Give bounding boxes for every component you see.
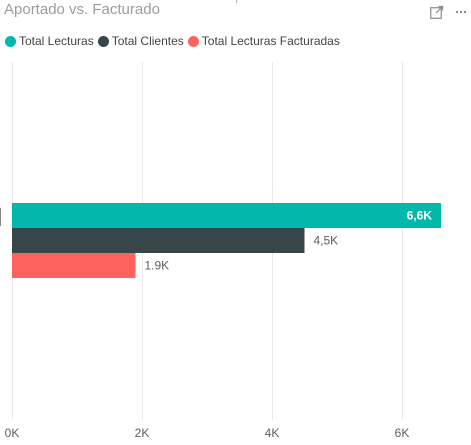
- bar-total-clientes: [12, 228, 305, 253]
- legend-item-total-lecturas[interactable]: Total Lecturas: [5, 34, 94, 48]
- x-tick-label-0: 0K: [5, 426, 20, 440]
- legend-label-total-lecturas: Total Lecturas: [19, 34, 94, 48]
- x-tick-label-3: 6K: [395, 426, 410, 440]
- top-divider-mark: [236, 0, 237, 3]
- x-tick-label-2: 4K: [265, 426, 280, 440]
- legend-label-total-clientes: Total Clientes: [111, 34, 184, 48]
- legend-dot-total-lecturas-facturadas: [187, 35, 199, 47]
- x-tick-label-1: 2K: [135, 426, 150, 440]
- chart-title: Aportado vs. Facturado: [4, 1, 160, 18]
- focus-mode-icon[interactable]: [430, 5, 444, 19]
- legend-label-total-lecturas-facturadas: Total Lecturas Facturadas: [201, 34, 340, 48]
- data-label-total-lecturas-facturadas: 1.9K: [145, 259, 170, 273]
- data-label-total-clientes: 4,5K: [314, 234, 339, 248]
- bar-total-lecturas: [12, 203, 441, 228]
- bar-total-lecturas-facturadas: [12, 253, 136, 278]
- legend-item-total-lecturas-facturadas[interactable]: Total Lecturas Facturadas: [187, 34, 340, 48]
- more-options-icon[interactable]: [454, 4, 468, 20]
- legend-dot-total-lecturas: [5, 35, 16, 47]
- data-label-total-lecturas: 6,6K: [407, 209, 433, 223]
- chart-legend: Total Lecturas Total Clientes Total Lect…: [5, 33, 344, 49]
- legend-item-total-clientes[interactable]: Total Clientes: [97, 34, 184, 48]
- legend-dot-total-clientes: [97, 35, 109, 47]
